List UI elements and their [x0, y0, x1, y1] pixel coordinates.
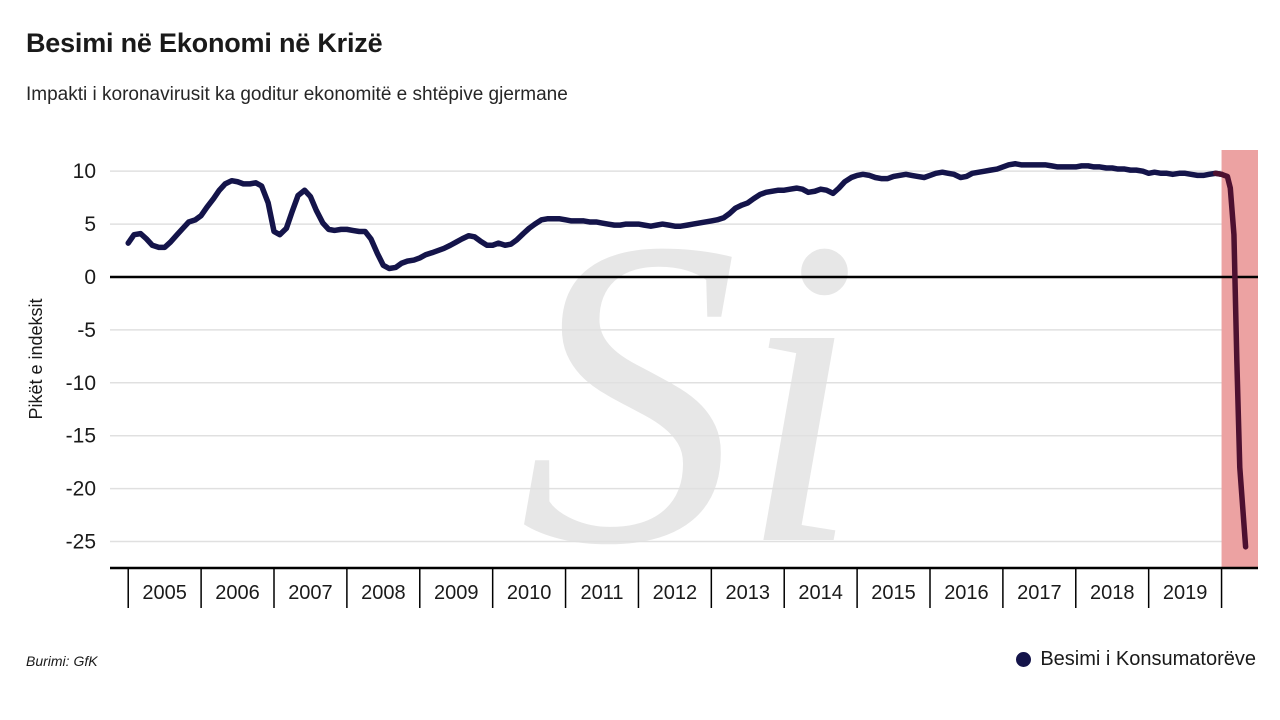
x-tick-label: 2014 — [798, 582, 843, 604]
y-tick-label: 10 — [73, 160, 96, 183]
y-tick-label: -5 — [77, 319, 96, 342]
x-tick-label: 2018 — [1090, 582, 1135, 604]
legend-label: Besimi i Konsumatorëve — [1040, 648, 1256, 670]
gridlines — [110, 170, 1258, 543]
x-axis: 2005 2006 2007 2008 2009 2010 2011 2012 2013 2014… — [110, 566, 1258, 608]
y-tick-label: 5 — [84, 213, 96, 236]
x-tick-label: 2009 — [434, 582, 479, 604]
highlight-band — [1221, 150, 1258, 568]
crisis-highlight-rect — [1221, 150, 1258, 568]
y-tick-label: 0 — [84, 266, 96, 289]
legend-marker-icon — [1016, 652, 1032, 667]
y-axis-ticks: 10 5 0 -5 -10 -15 -20 -25 — [66, 160, 96, 553]
chart-subtitle: Impakti i koronavirusit ka goditur ekono… — [26, 84, 568, 105]
y-tick-label: -10 — [66, 372, 96, 395]
x-tick-label: 2010 — [507, 582, 552, 604]
x-tick-label: 2019 — [1163, 582, 1208, 604]
x-tick-label: 2006 — [215, 582, 260, 604]
x-tick-label: 2011 — [580, 582, 623, 604]
x-tick-label: 2015 — [871, 582, 916, 604]
y-axis-title-text: Pikët e indeksit — [26, 298, 46, 419]
page-title: Besimi në Ekonomi në Krizë — [26, 28, 383, 58]
data-series — [125, 161, 1249, 550]
x-tick-label: 2007 — [288, 582, 333, 604]
legend: Besimi i Konsumatorëve — [1016, 648, 1256, 671]
y-tick-label: -25 — [66, 531, 96, 554]
series-line-crash — [1212, 170, 1249, 550]
y-axis-title: Pikët e indeksit — [26, 298, 46, 419]
x-tick-label: 2017 — [1017, 582, 1062, 604]
y-tick-label: -15 — [66, 425, 96, 448]
x-tick-label: 2016 — [944, 582, 989, 604]
x-tick-label: 2012 — [653, 582, 698, 604]
x-tick-label: 2008 — [361, 582, 406, 604]
series-line-normal — [125, 161, 1225, 272]
x-tick-label: 2005 — [142, 582, 187, 604]
source-note: Burimi: GfK — [26, 653, 98, 669]
x-tick-label: 2013 — [726, 582, 771, 604]
y-tick-label: -20 — [66, 478, 96, 501]
